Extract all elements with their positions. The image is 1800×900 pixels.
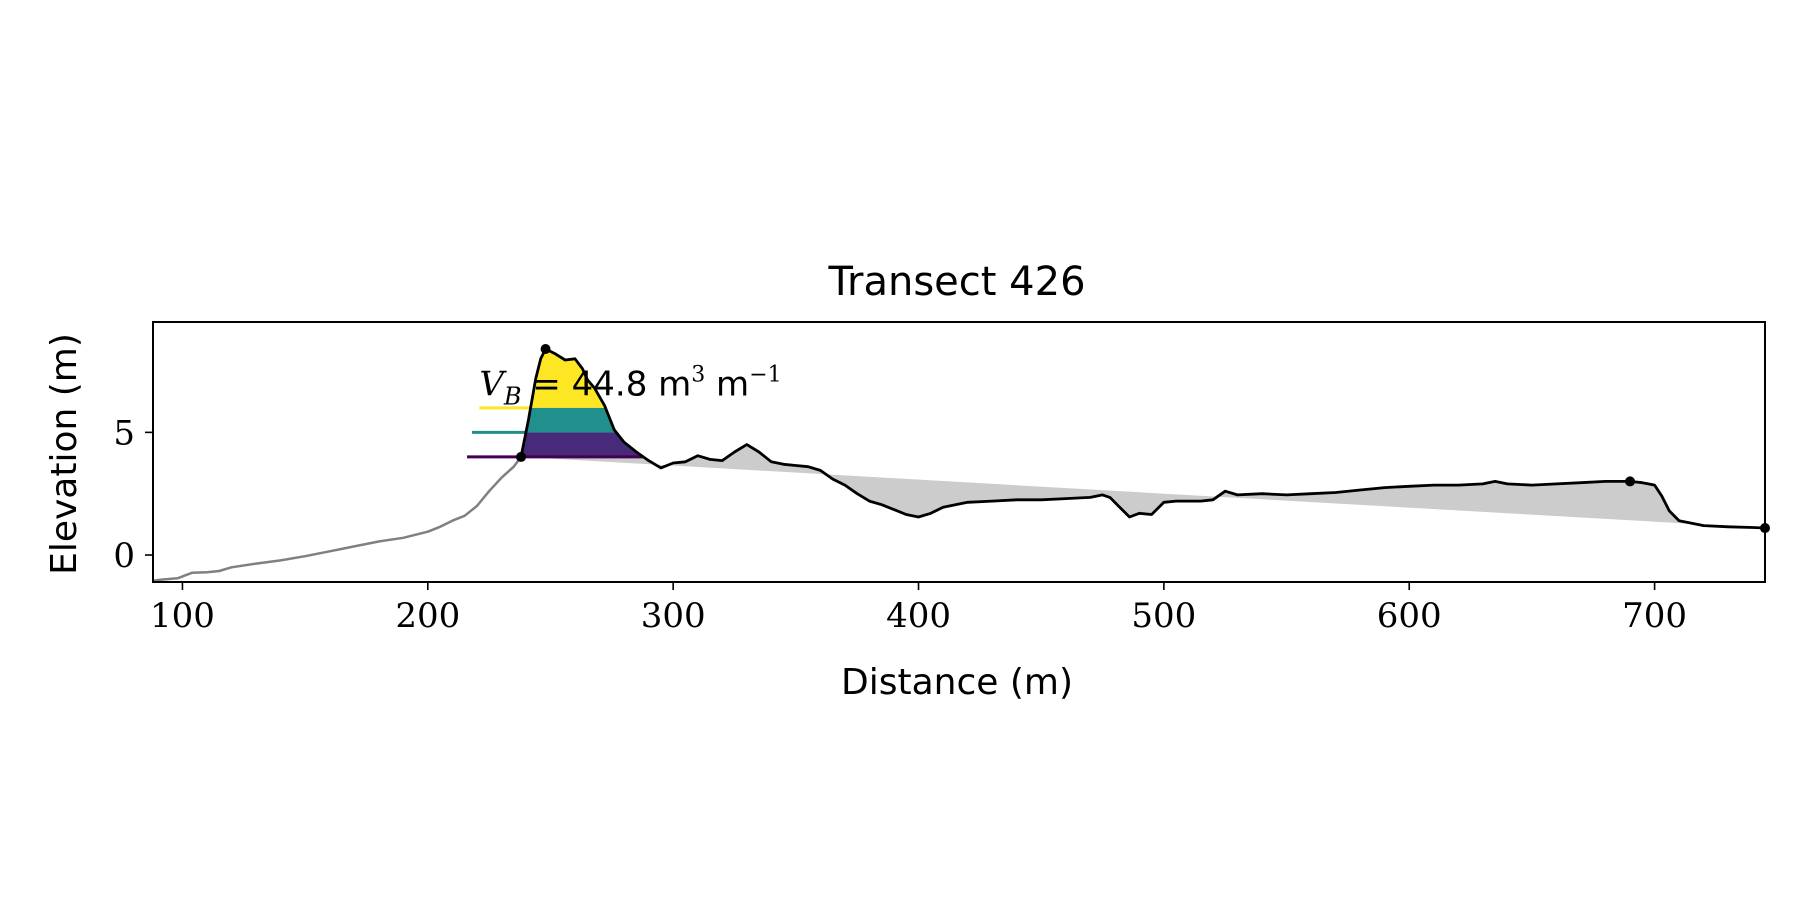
annotation-unit-exponent: 3 (691, 363, 705, 388)
x-tick-label: 300 (641, 596, 706, 636)
y-tick-label: 0 (113, 536, 135, 576)
y-axis-label: Elevation (m) (44, 333, 85, 575)
x-tick-label: 100 (150, 596, 215, 636)
x-tick-label: 400 (886, 596, 951, 636)
marker-layer (516, 343, 1770, 534)
y-tick-label: 5 (113, 413, 135, 453)
x-tick-label: 200 (395, 596, 460, 636)
dune-band-1 (521, 432, 649, 457)
profile-marker-3 (1625, 476, 1636, 487)
x-tick-label: 500 (1131, 596, 1196, 636)
profile-marker-1 (516, 451, 527, 462)
annotation-subscript: B (503, 383, 522, 411)
x-tick-label: 600 (1377, 596, 1442, 636)
annotation-symbol: V (479, 365, 507, 405)
chart-title: Transect 426 (827, 259, 1085, 305)
profile-line (519, 347, 1765, 530)
profile-marker-2 (540, 343, 551, 354)
plot-frame (152, 321, 1766, 583)
tick-layer: 100 200 300 400 500 600 700 0 5 (113, 413, 1687, 636)
annotation-unit-tail-exponent: −1 (749, 363, 781, 388)
volume-annotation: VB = 44.8 m3 m−1 (479, 363, 781, 411)
x-tick-label: 700 (1622, 596, 1687, 636)
line-layer (153, 347, 1765, 582)
beach-volume-area (521, 349, 1765, 528)
dune-band-2 (521, 407, 649, 433)
annotation-unit-tail: m (705, 365, 749, 405)
x-axis-label: Distance (m) (841, 662, 1073, 703)
foreshore-line (153, 456, 523, 582)
annotation-value: = 44.8 m (522, 365, 692, 405)
